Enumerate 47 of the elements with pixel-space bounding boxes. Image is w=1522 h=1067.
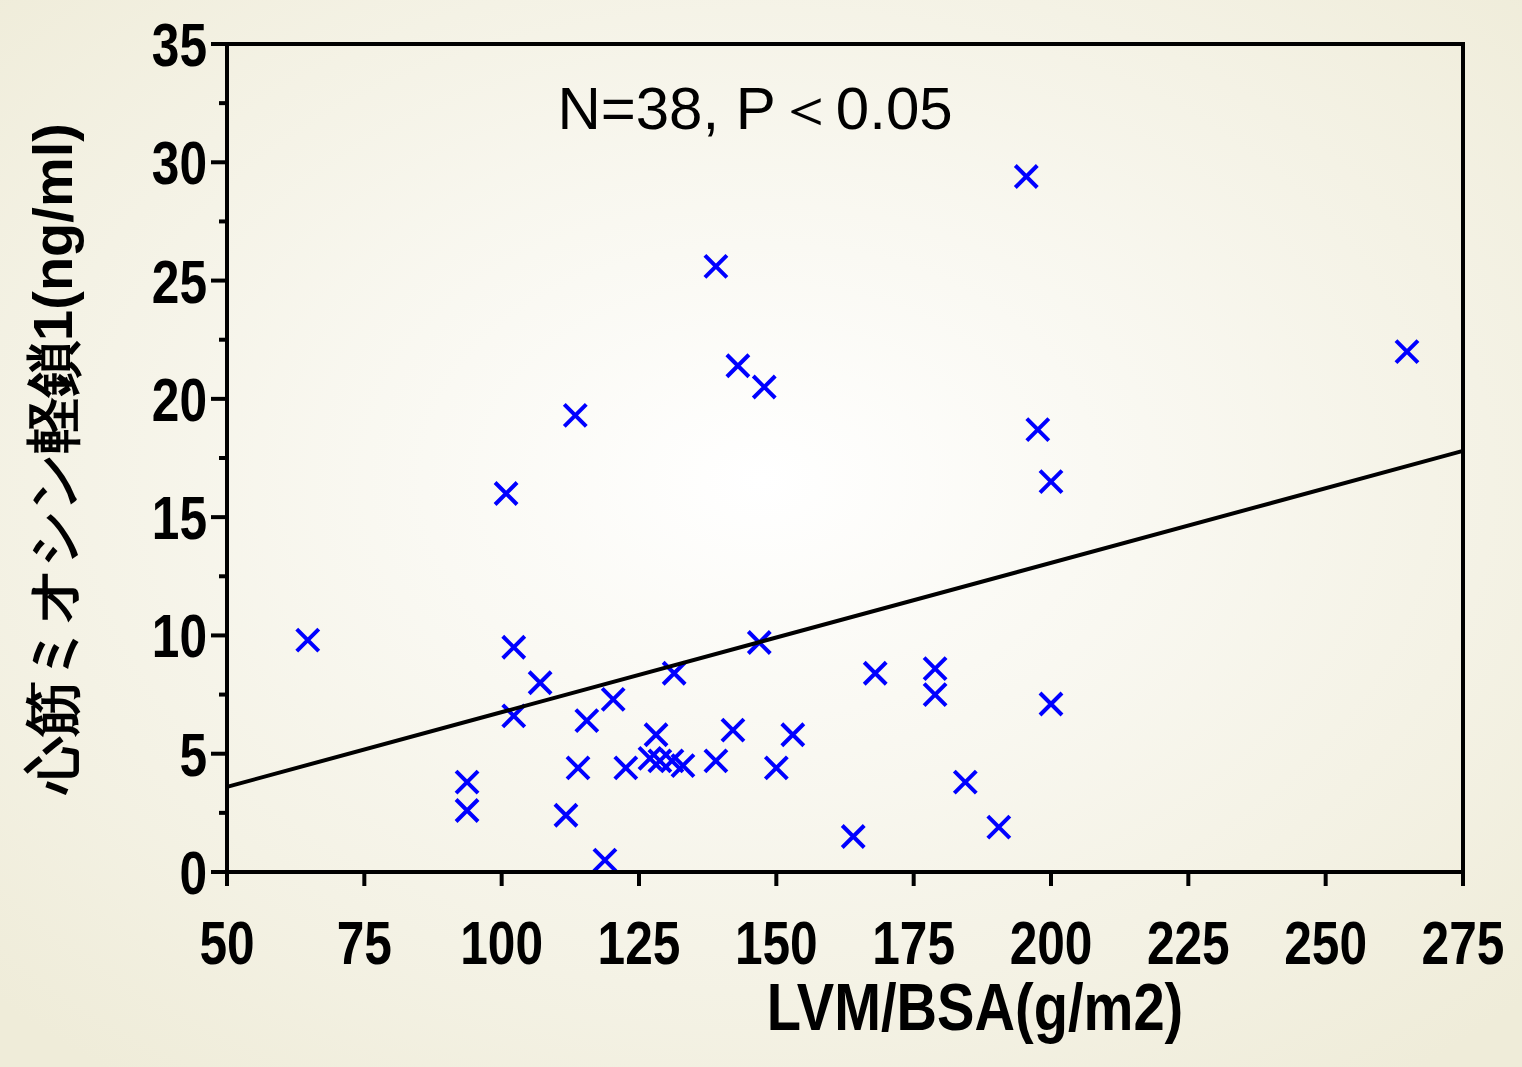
point: [565, 754, 592, 781]
point: [493, 480, 520, 507]
point: [643, 721, 670, 748]
point: [600, 686, 627, 713]
point: [1024, 416, 1051, 443]
x-tick-label: 125: [597, 907, 681, 978]
point: [922, 681, 949, 708]
point: [294, 627, 321, 654]
y-tick-label: 15: [151, 482, 207, 553]
point: [702, 747, 729, 774]
point: [454, 769, 481, 796]
point: [719, 717, 746, 744]
point: [1038, 468, 1064, 495]
point: [573, 707, 600, 734]
annotation: N=38, P＜0.05: [557, 75, 953, 142]
y-tick-label: 20: [151, 364, 207, 435]
point: [527, 669, 554, 696]
y-tick-label: 30: [151, 127, 207, 198]
point: [952, 769, 979, 796]
x-tick-label: 250: [1284, 907, 1368, 978]
point: [1013, 163, 1040, 190]
y-tick-label: 0: [179, 837, 207, 908]
point: [552, 802, 579, 829]
y-tick-label: 5: [179, 719, 207, 789]
point: [702, 253, 729, 280]
point: [454, 797, 481, 824]
y-tick-label: 25: [151, 246, 207, 316]
point: [1393, 338, 1420, 365]
point: [922, 655, 949, 682]
point: [724, 352, 751, 379]
point: [763, 754, 790, 781]
point: [985, 814, 1012, 841]
point: [751, 374, 778, 401]
point: [840, 823, 867, 850]
x-tick-label: 275: [1421, 907, 1505, 978]
point: [562, 402, 589, 429]
point: [862, 660, 889, 687]
x-tick-label: 100: [460, 907, 544, 978]
point: [1038, 691, 1064, 718]
y-tick-label: 10: [151, 601, 207, 671]
y-tick-label: 35: [151, 9, 207, 80]
point: [612, 754, 639, 781]
x-tick-label: 75: [336, 907, 392, 978]
point: [500, 634, 527, 661]
y-axis-title: 心筋ミオシン軽鎖1(ng/ml): [21, 123, 84, 796]
x-tick-label: 50: [199, 907, 255, 978]
point: [779, 721, 806, 748]
